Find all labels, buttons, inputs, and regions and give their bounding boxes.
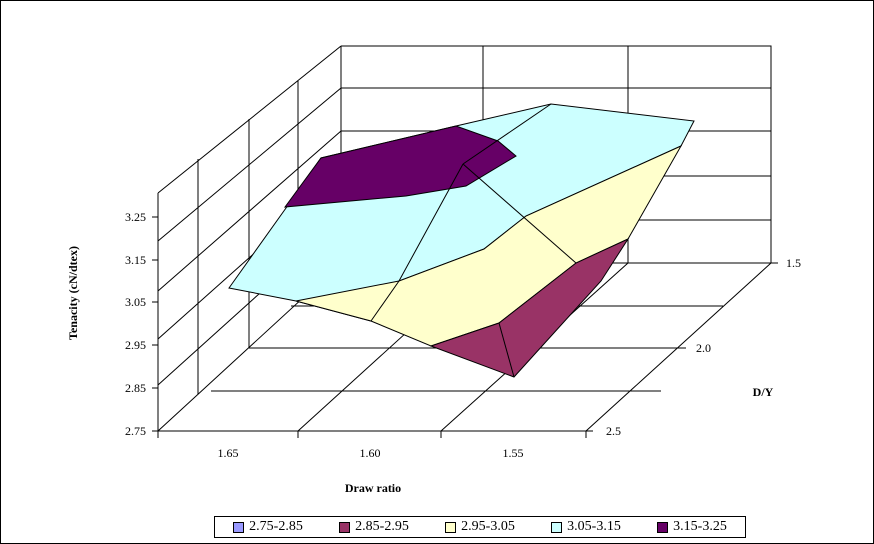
z-tick-label: 2.85 <box>125 381 146 395</box>
z-tick-labels: 3.25 3.15 3.05 2.95 2.85 2.75 <box>125 210 146 438</box>
surface-mesh-line <box>462 163 577 264</box>
z-tick-label: 3.15 <box>125 253 146 267</box>
z-tick-marks <box>152 216 778 438</box>
legend-label: 3.05-3.15 <box>567 519 621 534</box>
z-axis-title: Tenacity (cN/dtex) <box>66 246 80 340</box>
legend-label: 2.75-2.85 <box>249 519 303 534</box>
legend: 2.75-2.85 2.85-2.95 2.95-3.05 3.05-3.15 … <box>214 516 746 538</box>
legend-swatch <box>551 521 563 533</box>
x-tick-label: 1.60 <box>360 446 381 460</box>
y-axis-title: D/Y <box>753 385 774 399</box>
y-tick-label: 1.5 <box>786 256 801 270</box>
surface-mesh-line <box>462 103 552 165</box>
x-tick-label: 1.65 <box>218 446 239 460</box>
surface-mesh-line <box>498 322 515 378</box>
y-tick-labels: 1.5 2.0 2.5 <box>606 256 801 438</box>
legend-item: 2.95-3.05 <box>445 519 515 535</box>
surface-patch-3.15-3.25 <box>283 125 517 208</box>
legend-item: 3.15-3.25 <box>657 519 727 535</box>
surface-mesh-line <box>370 163 464 322</box>
y-tick-label: 2.0 <box>696 341 711 355</box>
legend-swatch <box>445 521 457 533</box>
legend-swatch <box>233 521 245 533</box>
z-tick-label: 3.25 <box>125 210 146 224</box>
legend-item: 2.75-2.85 <box>233 519 303 535</box>
x-tick-label: 1.55 <box>503 446 524 460</box>
surface <box>228 103 695 378</box>
legend-swatch <box>339 521 351 533</box>
x-tick-labels: 1.65 1.60 1.55 <box>218 446 524 460</box>
y-tick-label: 2.5 <box>606 424 621 438</box>
legend-label: 2.85-2.95 <box>355 519 409 534</box>
z-tick-label: 2.75 <box>125 424 146 438</box>
z-tick-label: 2.95 <box>125 338 146 352</box>
floor-right-edge <box>585 262 772 432</box>
legend-item: 2.85-2.95 <box>339 519 409 535</box>
legend-label: 3.15-3.25 <box>673 519 727 534</box>
legend-swatch <box>657 521 669 533</box>
legend-item: 3.05-3.15 <box>551 519 621 535</box>
z-tick-label: 3.05 <box>125 295 146 309</box>
x-axis-title: Draw ratio <box>345 481 401 495</box>
legend-label: 2.95-3.05 <box>461 519 515 534</box>
